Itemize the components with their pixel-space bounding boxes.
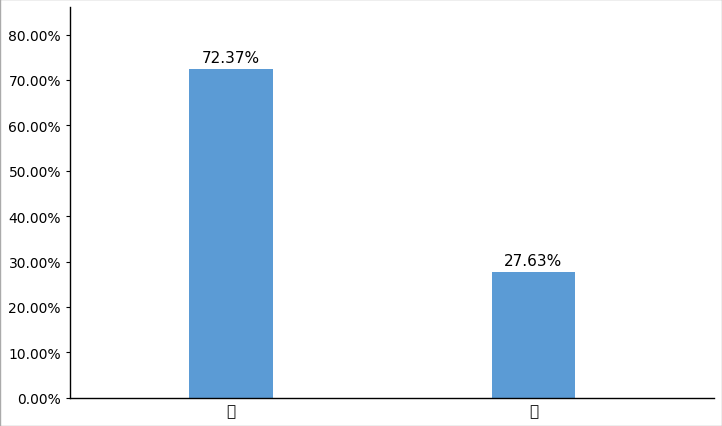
Bar: [189, 70, 273, 398]
Bar: [492, 273, 575, 398]
Text: 27.63%: 27.63%: [504, 253, 562, 268]
Text: 72.37%: 72.37%: [202, 51, 260, 66]
